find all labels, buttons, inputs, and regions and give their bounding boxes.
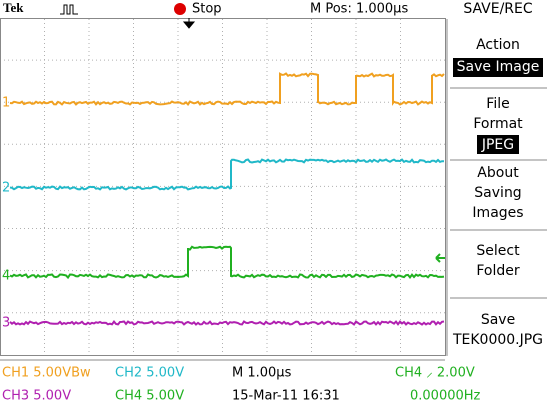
waveform [9,245,445,280]
menu-value-box [477,135,519,154]
menu-value-box [453,58,543,77]
waveform [9,319,445,326]
menu-label: About [477,165,519,181]
menu: SAVE/REC Action Save Image File Format J… [446,1,547,356]
menu-value: Save Image [457,59,540,75]
trace-marker: 3 [2,316,10,331]
trigger-level [435,253,445,263]
brand: Tek [3,0,24,15]
traces [9,72,445,326]
menu-label: Images [472,205,523,221]
timebase: M 1.00µs [232,366,292,381]
ch4-status: CH4 5.00V [115,389,184,404]
trace-marker: 2 [2,181,10,196]
menu-label: File [486,96,509,112]
graticule-border [0,18,446,356]
waveform [9,158,445,191]
acq-icon [60,4,78,15]
stop-dot [174,3,186,15]
trigger-status: CH4 ⸝ 2.00V [395,366,475,381]
menu-title: SAVE/REC [463,1,533,17]
menu-value: JPEG [481,137,514,153]
date-time: 15-Mar-11 16:31 [232,389,340,404]
menu-value: TEK0000.JPG [452,332,543,348]
menu-label: Save [481,312,515,328]
menu-label: Saving [474,185,521,201]
menu-label: Format [473,116,523,132]
waveform [9,72,445,106]
trace-marker: 4 [2,269,10,284]
menu-label: Folder [476,263,520,279]
ch1-status: CH1 5.00VBw [2,366,91,381]
ch2-status: CH2 5.00V [115,366,184,381]
trace-marker: 1 [2,96,10,111]
frequency: 0.00000Hz [410,389,481,404]
menu-label: Select [476,243,520,259]
position: M Pos: 1.000µs [310,2,408,17]
trigger-position [182,18,196,29]
ch3-status: CH3 5.00V [2,389,71,404]
run-state: Stop [192,2,222,17]
menu-label: Action [476,37,520,53]
